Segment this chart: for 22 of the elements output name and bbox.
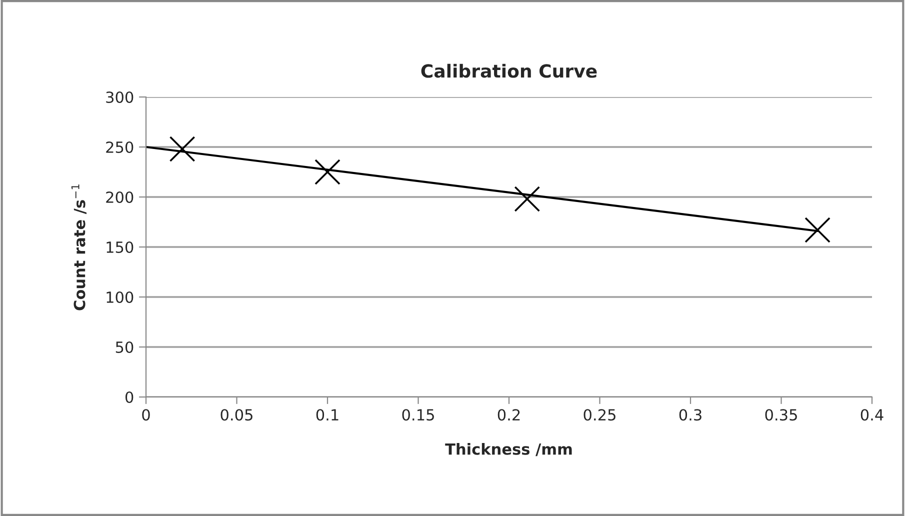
y-tick-label: 0 <box>125 391 134 404</box>
x-tick-label: 0.05 <box>220 409 252 421</box>
point <box>169 136 196 162</box>
x-tick-label: 0.35 <box>765 409 797 421</box>
y-tick-label: 100 <box>106 291 134 304</box>
y-tick-label: 50 <box>116 341 134 354</box>
y-tick-label: 250 <box>106 141 134 154</box>
x-tick-label: 0 <box>142 409 150 421</box>
x-tick-label: 0.15 <box>402 409 434 421</box>
point <box>314 159 340 185</box>
y-axis-title: Count rate /s$^{−1}$ <box>71 184 86 310</box>
y-tick-label: 150 <box>106 241 134 254</box>
x-axis-title: Thickness /mm <box>445 443 572 456</box>
x-tick-label: 0.25 <box>584 409 616 421</box>
point <box>514 186 540 212</box>
chart-title: Calibration Curve <box>421 64 597 78</box>
y-tick-label: 200 <box>106 191 134 204</box>
y-tick-label: 300 <box>106 91 134 104</box>
x-tick-label: 0.2 <box>498 409 520 421</box>
x-tick-label: 0.4 <box>860 409 884 421</box>
x-tick-label: 0.1 <box>316 409 338 421</box>
x-tick-label: 0.3 <box>679 409 702 421</box>
